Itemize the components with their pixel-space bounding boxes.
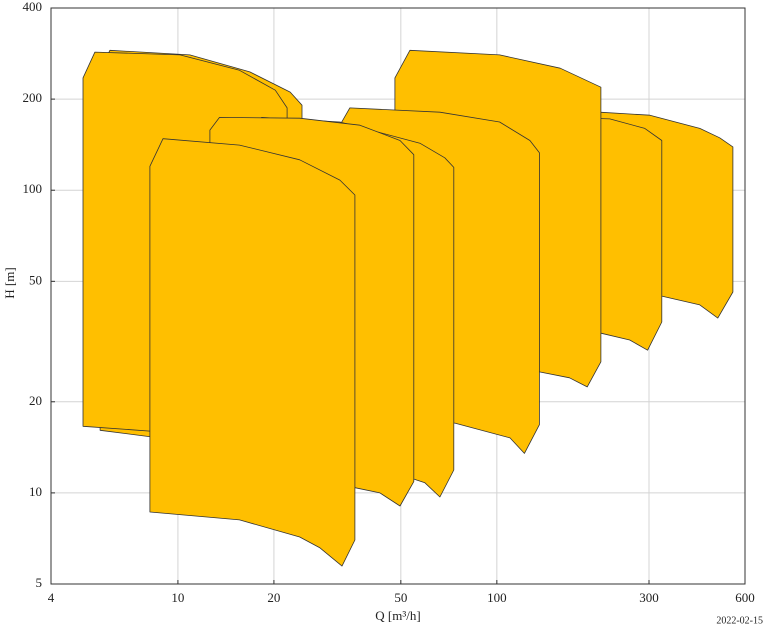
x-tick-label: 100 (487, 590, 507, 605)
x-tick-label: 300 (639, 590, 659, 605)
x-tick-label: 4 (48, 590, 55, 605)
y-tick-label: 5 (36, 575, 43, 590)
y-tick-label: 20 (29, 393, 42, 408)
y-tick-label: 200 (23, 90, 43, 105)
y-axis-label: H [m] (2, 267, 17, 298)
operating-range (149, 138, 356, 567)
x-tick-label: 50 (394, 590, 407, 605)
x-tick-label: 10 (171, 590, 184, 605)
y-tick-label: 100 (23, 181, 43, 196)
plot-frame (50, 7, 746, 585)
x-tick-label: 20 (267, 590, 280, 605)
date-annotation: 2022-02-15 (716, 615, 763, 626)
x-axis-label: Q [m³/h] (375, 608, 420, 623)
y-tick-label: 50 (29, 272, 42, 287)
y-tick-label: 400 (23, 0, 43, 14)
y-tick-label: 10 (29, 484, 42, 499)
plot-area (82, 49, 734, 567)
x-tick-label: 600 (735, 590, 755, 605)
